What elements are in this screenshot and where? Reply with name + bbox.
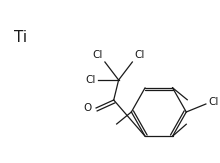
Text: Ti: Ti: [14, 30, 27, 45]
Text: O: O: [84, 103, 92, 113]
Text: Cl: Cl: [134, 50, 145, 60]
Text: Cl: Cl: [86, 75, 96, 85]
Text: Cl: Cl: [92, 50, 103, 60]
Text: Cl: Cl: [208, 97, 218, 107]
